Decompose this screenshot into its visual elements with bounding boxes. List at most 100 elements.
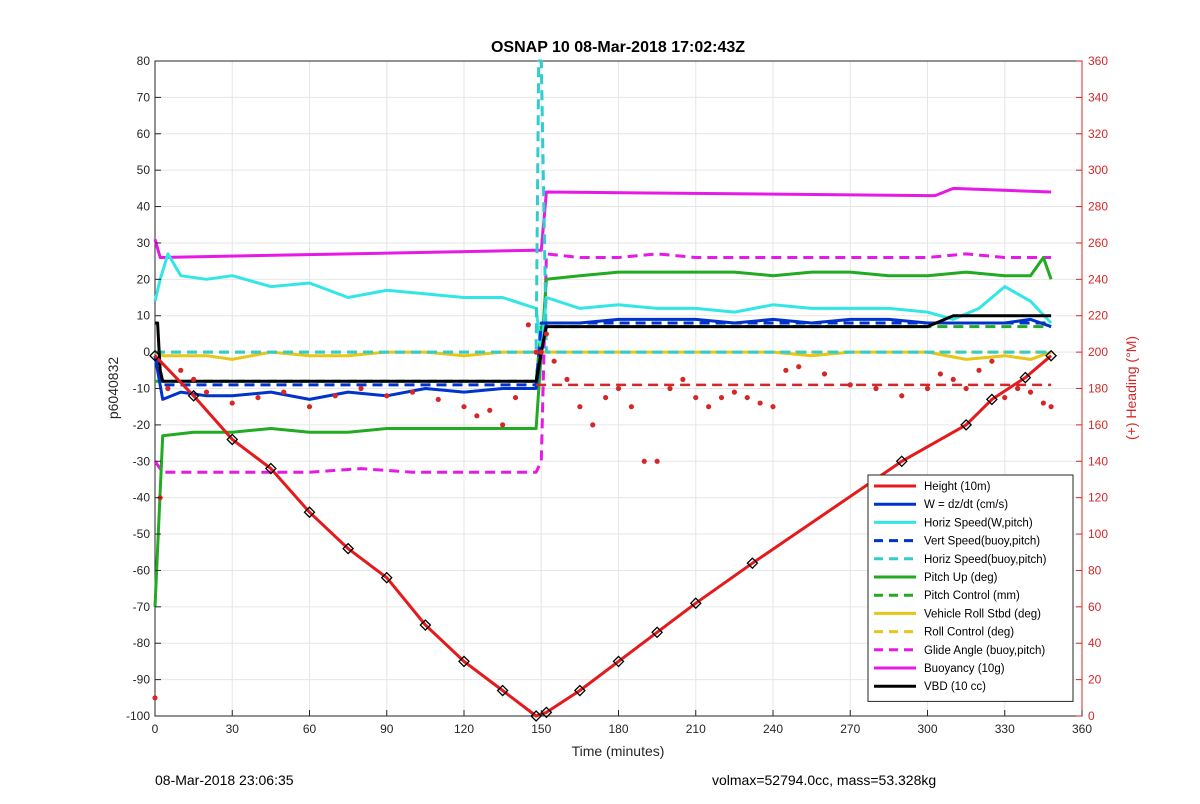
heading-point: [191, 376, 197, 383]
series-pitch-up-deg: [153, 256, 1053, 607]
y2-tick-label: 100: [1088, 527, 1108, 541]
y2-tick-label: 0: [1088, 709, 1095, 723]
heading-point: [950, 376, 956, 383]
height-marker: [342, 542, 355, 555]
heading-point: [847, 382, 853, 388]
heading-point: [693, 394, 699, 401]
heading-point: [461, 404, 467, 410]
height-marker: [573, 684, 586, 697]
y-tick-label: -50: [133, 527, 151, 541]
x-tick-label: 300: [917, 722, 937, 736]
heading-point: [178, 367, 184, 373]
heading-point: [306, 404, 313, 410]
heading-point: [152, 695, 158, 701]
legend-entry-height-10m: Height (10m): [924, 481, 991, 493]
y2-tick-label: 360: [1088, 54, 1108, 68]
heading-point: [1040, 400, 1046, 406]
heading-point: [654, 458, 660, 464]
heading-point: [641, 458, 647, 464]
height-marker: [540, 706, 553, 719]
y-tick-label: 10: [137, 309, 151, 323]
height-marker: [187, 389, 200, 402]
height-marker: [380, 571, 393, 584]
legend-entry-vehicle-roll-stbd-deg: Vehicle Roll Stbd (deg): [924, 608, 1041, 620]
heading-point: [1048, 404, 1054, 410]
heading-point: [770, 404, 776, 410]
legend-entry-vbd-10-cc: VBD (10 cc): [924, 681, 986, 693]
heading-point: [1002, 394, 1008, 401]
y2-tick-label: 40: [1088, 636, 1102, 650]
legend: Height (10m) W = dz/dt (cm/s) Horiz Speed(…: [867, 474, 1074, 702]
y-tick-label: -20: [133, 418, 151, 432]
chart-title: OSNAP 10 08-Mar-2018 17:02:43Z: [491, 39, 745, 56]
heading-point: [543, 331, 550, 337]
heading-point: [924, 385, 931, 392]
height-marker: [1045, 349, 1058, 362]
heading-point: [533, 349, 539, 355]
x-tick-label: 30: [226, 722, 240, 736]
heading-point: [731, 389, 737, 395]
y2-tick-label: 120: [1088, 491, 1108, 505]
heading-point: [255, 394, 261, 401]
height-marker: [458, 655, 470, 668]
y2-tick-label: 160: [1088, 418, 1108, 432]
y-tick-label: 40: [137, 200, 151, 214]
heading-point: [474, 413, 480, 419]
height-marker: [746, 557, 759, 570]
heading-point: [512, 394, 519, 401]
y-tick-label: 0: [143, 345, 150, 359]
heading-point: [551, 358, 557, 364]
y2-tick-label: 240: [1088, 272, 1108, 286]
x-tick-label: 0: [152, 722, 159, 736]
heading-point: [873, 385, 879, 392]
heading-point: [229, 400, 235, 406]
x-tick-label: 90: [380, 722, 394, 736]
heading-point: [706, 404, 712, 410]
heading-point: [281, 389, 287, 395]
height-marker: [895, 455, 908, 468]
height-marker: [1019, 371, 1032, 384]
y-tick-label: 60: [137, 127, 151, 141]
legend-entry-roll-control-deg: Roll Control (deg): [924, 627, 1014, 639]
x-axis-label: Time (minutes): [572, 743, 665, 759]
legend-entry-horiz-speed-buoy-pitch: Horiz Speed(buoy,pitch): [924, 554, 1047, 566]
series-horiz-speed-w-pitch: [153, 252, 1053, 354]
y-tick-label: 70: [137, 90, 151, 104]
series-horiz-speed-buoy-pitch: [155, 59, 1052, 354]
series-w-dz-dt-cm-s: [153, 317, 1052, 401]
heading-point: [358, 385, 364, 392]
y2-tick-label: 260: [1088, 236, 1108, 250]
series-glide-angle-buoy-pitch: [153, 252, 1052, 474]
height-marker: [303, 506, 316, 519]
heading-point: [603, 394, 609, 401]
height-marker: [530, 710, 543, 722]
x-tick-label: 150: [531, 722, 551, 736]
heading-point: [796, 364, 802, 370]
heading-point: [1015, 385, 1021, 392]
heading-point: [899, 393, 905, 399]
heading-point: [564, 376, 570, 383]
y2-tick-label: 60: [1088, 600, 1102, 614]
x-tick-label: 120: [454, 722, 474, 736]
heading-point: [332, 393, 338, 399]
y-tick-label: 50: [137, 163, 151, 177]
x-tick-label: 210: [686, 722, 706, 736]
y2-tick-label: 20: [1088, 673, 1102, 687]
heading-point: [165, 385, 171, 392]
legend-entry-buoyancy-10g: Buoyancy (10g): [924, 663, 1005, 675]
y2-tick-label: 300: [1088, 163, 1108, 177]
y2-tick-label: 340: [1088, 90, 1108, 104]
heading-point: [680, 376, 686, 383]
y-tick-label: -40: [133, 491, 151, 505]
y2-tick-label: 320: [1088, 127, 1108, 141]
heading-point: [757, 400, 763, 406]
heading-point: [976, 367, 982, 373]
heading-point: [577, 404, 583, 410]
legend-entry-glide-angle-buoy-pitch: Glide Angle (buoy,pitch): [924, 645, 1045, 657]
height-marker: [985, 393, 998, 406]
y2-tick-label: 280: [1088, 200, 1108, 214]
heading-point: [628, 404, 634, 410]
y2-tick-label: 200: [1088, 345, 1108, 359]
y-tick-label: -60: [133, 563, 151, 577]
y-tick-label: 30: [137, 236, 151, 250]
